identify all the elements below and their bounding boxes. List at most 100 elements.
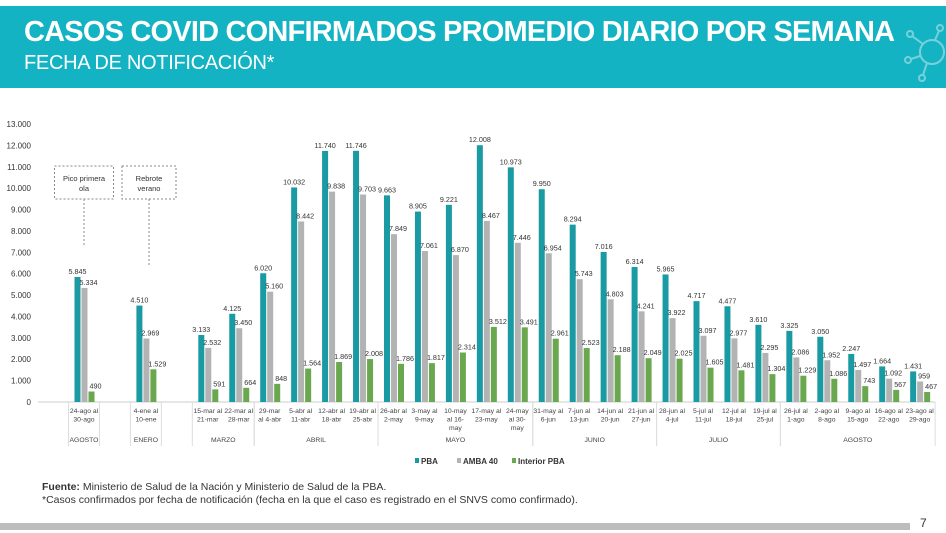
annotation-label: Rebrote xyxy=(136,174,163,183)
legend-swatch xyxy=(512,458,516,463)
data-label: 959 xyxy=(918,371,930,380)
y-tick-label: 0 xyxy=(27,398,32,407)
data-label: 490 xyxy=(90,382,102,391)
data-label: 2.314 xyxy=(458,343,476,352)
bar-pba xyxy=(786,330,793,402)
data-label: 1.086 xyxy=(829,369,847,378)
x-tick-label: 21-jun al xyxy=(628,408,655,415)
x-tick-label: 14-jun al xyxy=(597,408,624,415)
bar-pba xyxy=(229,313,236,402)
data-label: 2.977 xyxy=(729,328,747,337)
x-tick-label: 6-jun xyxy=(541,417,556,424)
x-tick-label: 25-abr xyxy=(353,417,373,424)
data-label: 567 xyxy=(894,380,906,389)
bar-interior-pba xyxy=(428,363,435,402)
bar-pba xyxy=(507,167,514,402)
x-tick-label: 1-ago xyxy=(787,417,805,424)
x-tick-label: 9-ago al xyxy=(845,408,870,415)
y-tick-label: 6.000 xyxy=(11,270,32,279)
data-label: 2.247 xyxy=(842,344,860,353)
bar-pba xyxy=(910,371,917,402)
annotation-label: verano xyxy=(138,184,161,193)
x-tick-label: 22-ago xyxy=(878,417,899,424)
data-label: 5.965 xyxy=(657,264,675,273)
data-label: 2.188 xyxy=(613,345,631,354)
data-label: 4.717 xyxy=(688,291,706,300)
data-label: 1.564 xyxy=(303,359,321,368)
bar-interior-pba xyxy=(583,348,590,402)
x-tick-label: may xyxy=(511,425,524,432)
data-label: 664 xyxy=(244,378,256,387)
y-tick-label: 10.000 xyxy=(7,184,32,193)
bar-pba xyxy=(755,324,762,402)
data-label: 8.905 xyxy=(409,202,427,211)
data-label: 7.849 xyxy=(389,224,407,233)
bar-pba xyxy=(476,145,483,402)
data-label: 10.973 xyxy=(500,157,522,166)
bar-pba xyxy=(260,273,267,402)
y-tick-label: 11.000 xyxy=(7,163,31,172)
data-label: 1.481 xyxy=(736,360,754,369)
x-tick-label: 28-mar xyxy=(228,417,250,424)
bar-interior-pba xyxy=(367,359,374,402)
bar-interior-pba xyxy=(769,374,776,402)
data-label: 9.663 xyxy=(378,185,396,194)
bar-amba40 xyxy=(855,369,862,402)
x-tick-label: al 30- xyxy=(509,417,526,424)
x-tick-label: 24-ago al xyxy=(70,408,99,415)
x-tick-label: 2-ago al xyxy=(815,408,840,415)
bar-chart: 0 1.000 2.000 3.000 4.000 5.000 6.000 7.000 8.00… xyxy=(7,120,938,466)
x-tick-label: 19-jul al xyxy=(753,408,777,415)
data-label: 5.845 xyxy=(69,267,87,276)
data-label: 3.610 xyxy=(749,315,767,324)
x-tick-label: 15-mar al xyxy=(193,408,222,415)
bar-amba40 xyxy=(143,338,150,402)
x-tick-label: 10-ene xyxy=(135,417,156,424)
bar-amba40 xyxy=(576,279,583,402)
bar-amba40 xyxy=(267,291,274,402)
data-label: 8.294 xyxy=(564,215,582,224)
data-label: 9.950 xyxy=(533,179,551,188)
data-label: 4.510 xyxy=(130,296,148,305)
month-label: ENERO xyxy=(134,437,158,444)
x-tick-label: may xyxy=(449,425,462,432)
bar-interior-pba xyxy=(800,375,807,402)
bar-interior-pba xyxy=(831,378,838,402)
data-label: 12.008 xyxy=(469,135,491,144)
data-label: 5.160 xyxy=(265,282,283,291)
x-tick-label: 11-jul xyxy=(695,417,712,424)
x-tick-label: 24-may xyxy=(506,408,529,415)
x-tick-label: 8-ago xyxy=(818,417,836,424)
bar-interior-pba xyxy=(924,392,931,402)
month-label: AGOSTO xyxy=(70,437,99,444)
bar-interior-pba xyxy=(490,326,497,402)
bar-pba xyxy=(724,306,731,402)
data-label: 8.467 xyxy=(482,211,500,220)
month-label: JULIO xyxy=(709,437,728,444)
bar-pba xyxy=(198,335,205,402)
data-label: 6.954 xyxy=(544,243,562,252)
legend-label: Interior PBA xyxy=(518,457,565,466)
bar-amba40 xyxy=(762,352,769,402)
data-label: 1.497 xyxy=(853,360,871,369)
bar-interior-pba xyxy=(150,369,157,402)
bar-pba xyxy=(74,277,81,402)
data-label: 2.049 xyxy=(644,348,662,357)
data-label: 1.605 xyxy=(706,358,724,367)
bar-amba40 xyxy=(638,311,645,402)
bar-amba40 xyxy=(886,378,893,402)
bar-pba xyxy=(445,204,452,402)
y-tick-label: 3.000 xyxy=(11,334,32,343)
bar-amba40 xyxy=(236,328,243,402)
x-tick-label: 4-jul xyxy=(666,417,679,424)
data-label: 8.442 xyxy=(296,211,314,220)
y-tick-label: 4.000 xyxy=(11,312,32,321)
bar-pba xyxy=(322,150,329,402)
annotation-label: ola xyxy=(79,184,90,193)
x-tick-label: 3-may al xyxy=(411,408,438,415)
y-tick-label: 1.000 xyxy=(11,377,32,386)
bar-pba xyxy=(291,187,298,402)
x-tick-label: 15-ago xyxy=(847,417,868,424)
source-text: Ministerio de Salud de la Nación y Minis… xyxy=(79,481,387,493)
bar-interior-pba xyxy=(336,362,343,402)
